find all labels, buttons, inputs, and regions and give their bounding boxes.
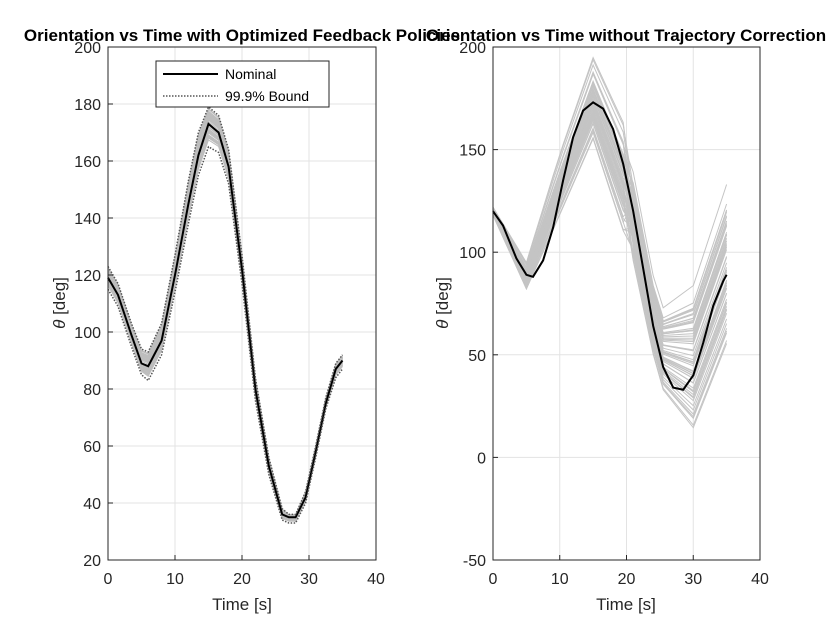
left-x-tick-label: 40 <box>367 571 385 588</box>
left-y-tick-label: 20 <box>83 553 101 570</box>
right-y-tick-label: 50 <box>468 348 486 365</box>
left-y-tick-label: 40 <box>83 496 101 513</box>
left-y-axis-symbol: θ <box>50 319 69 329</box>
left-y-tick-label: 60 <box>83 439 101 456</box>
right-x-tick-label: 10 <box>551 571 569 588</box>
right-monte-carlo-trajectory <box>492 72 728 363</box>
left-plot-title: Orientation vs Time with Optimized Feedb… <box>24 26 460 45</box>
left-y-axis-label: θ [deg] <box>50 277 69 329</box>
left-y-tick-label: 160 <box>74 154 101 171</box>
right-plot-title: Orientation vs Time without Trajectory C… <box>426 26 826 45</box>
left-y-tick-label: 120 <box>74 268 101 285</box>
left-y-tick-label: 80 <box>83 382 101 399</box>
right-y-tick-label: 0 <box>477 450 486 467</box>
left-y-tick-label: 140 <box>74 211 101 228</box>
right-x-tick-label: 0 <box>489 571 498 588</box>
left-x-axis-label: Time [s] <box>212 595 272 614</box>
right-y-tick-label: -50 <box>463 553 486 570</box>
left-x-tick-label: 10 <box>166 571 184 588</box>
left-series-bound-1-line <box>107 105 344 516</box>
right-monte-carlo-trajectory <box>492 63 728 330</box>
right-y-tick-label: 150 <box>459 143 486 160</box>
right-y-axis-symbol: θ <box>433 319 452 329</box>
right-y-axis-label: θ [deg] <box>433 277 452 329</box>
right-series-nominal-line <box>492 101 728 391</box>
right-monte-carlo-trajectory <box>492 58 728 322</box>
left-x-tick-label: 0 <box>104 571 113 588</box>
left-x-tick-label: 20 <box>233 571 251 588</box>
left-series-bound-2-line <box>107 145 344 524</box>
left-y-tick-label: 180 <box>74 97 101 114</box>
legend: Nominal 99.9% Bound <box>155 60 330 108</box>
left-series-nominal-line <box>107 122 344 519</box>
right-y-tick-label: 100 <box>459 245 486 262</box>
legend-nominal-label: Nominal <box>225 66 276 82</box>
left-plot: 0 10 20 30 40 20 40 60 80 100 120 140 160 180 200 Orie… <box>24 26 460 614</box>
legend-bound-label: 99.9% Bound <box>225 88 309 104</box>
right-y-axis-unit: [deg] <box>433 277 452 315</box>
left-x-tick-label: 30 <box>300 571 318 588</box>
right-monte-carlo-trajectory <box>492 82 728 357</box>
right-y-tick-label: 200 <box>459 40 486 57</box>
right-x-tick-label: 30 <box>684 571 702 588</box>
right-x-axis-label: Time [s] <box>596 595 656 614</box>
right-monte-carlo-trajectory <box>492 88 728 367</box>
left-y-axis-unit: [deg] <box>50 277 69 315</box>
right-monte-carlo-trajectory <box>492 109 728 427</box>
right-monte-carlo-trajectory <box>492 117 728 396</box>
left-y-tick-label: 200 <box>74 40 101 57</box>
right-x-tick-label: 20 <box>618 571 636 588</box>
right-monte-carlo-trajectory <box>492 137 728 411</box>
right-monte-carlo-trajectory <box>492 126 728 339</box>
left-y-tick-label: 100 <box>74 325 101 342</box>
right-monte-carlo-trajectory <box>492 98 728 365</box>
right-x-tick-label: 40 <box>751 571 769 588</box>
